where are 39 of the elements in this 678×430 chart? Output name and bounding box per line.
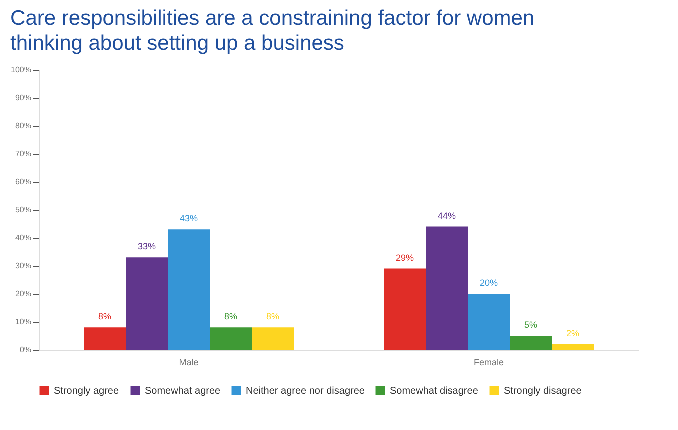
bar <box>552 344 594 350</box>
bar <box>252 328 294 350</box>
bar <box>126 258 168 350</box>
y-tick-label: 30% <box>15 262 32 270</box>
y-tick-label: 60% <box>15 178 32 186</box>
x-tick-label: Male <box>179 358 199 368</box>
data-label: 8% <box>224 312 238 322</box>
data-label: 20% <box>480 278 498 288</box>
bar <box>384 268 426 350</box>
bar <box>168 230 210 350</box>
data-label: 43% <box>180 214 198 224</box>
data-label: 8% <box>266 312 280 322</box>
bar <box>510 336 552 350</box>
x-tick-label: Female <box>474 358 504 368</box>
legend-label: Somewhat disagree <box>390 386 479 397</box>
legend-label: Neither agree nor disagree <box>246 386 366 397</box>
legend-label: Somewhat agree <box>145 386 222 397</box>
legend-label: Strongly agree <box>54 386 120 397</box>
bar <box>210 328 252 350</box>
y-tick-label: 80% <box>15 122 32 130</box>
y-tick-label: 20% <box>15 290 32 298</box>
y-tick-label: 100% <box>11 66 32 74</box>
y-tick-label: 10% <box>15 318 32 326</box>
bar <box>84 328 126 350</box>
data-label: 2% <box>566 328 580 338</box>
data-label: 5% <box>524 320 538 330</box>
data-label: 33% <box>138 242 156 252</box>
y-tick-label: 40% <box>15 234 32 242</box>
y-tick-label: 90% <box>15 94 32 102</box>
data-label: 8% <box>98 312 112 322</box>
y-tick-label: 70% <box>15 150 32 158</box>
legend-label: Strongly disagree <box>504 386 582 397</box>
chart-title: Care responsibilities are a constraining factor for women thinking about setting up a business <box>10 7 535 55</box>
bar <box>426 226 468 350</box>
bar <box>468 294 510 350</box>
y-tick-label: 0% <box>20 346 32 354</box>
y-tick-label: 50% <box>15 206 32 214</box>
data-label: 29% <box>396 252 414 263</box>
data-label: 44% <box>438 210 456 221</box>
